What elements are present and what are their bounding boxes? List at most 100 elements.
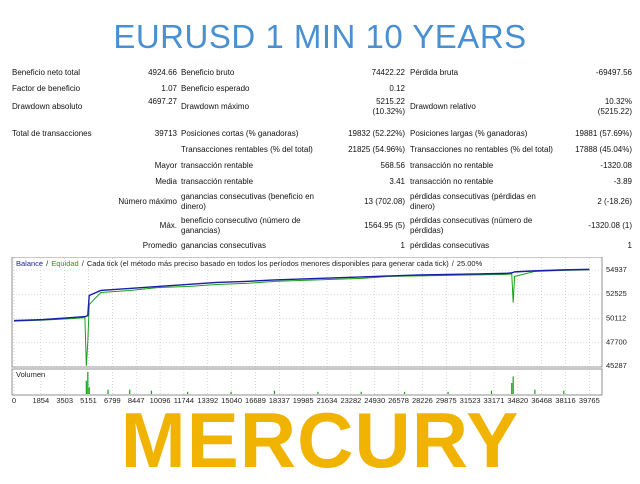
x-tick-label: 24930 (364, 396, 385, 405)
x-tick-label: 0 (12, 396, 16, 405)
detail-name: ganancias consecutivas (beneficio en din… (181, 192, 314, 211)
volume-bar (360, 391, 362, 394)
detail-value: 3.41 (389, 177, 405, 186)
stat-label: Drawdown máximo (181, 102, 250, 111)
x-tick-label: 13392 (197, 396, 218, 405)
x-tick-label: 36468 (531, 396, 552, 405)
x-tick-label: 16689 (245, 396, 266, 405)
detail-name: pérdidas consecutivas (número de pérdida… (410, 216, 533, 235)
y-tick-label: 50112 (606, 313, 626, 322)
x-tick-label: 23282 (340, 396, 361, 405)
y-tick-label: 47700 (606, 338, 627, 347)
volume-panel (11, 368, 603, 396)
stat-value: 4924.66 (148, 68, 177, 77)
stat-label: Posiciones largas (% ganadoras) (410, 129, 528, 138)
volume-bar (107, 389, 109, 394)
page-title: EURUSD 1 MIN 10 YEARS (113, 18, 527, 55)
detail-name: transacción no rentable (410, 177, 494, 186)
stat-value: 17888 (45.04%) (575, 145, 632, 154)
volume-bar (511, 383, 513, 394)
x-tick-label: 3503 (56, 396, 73, 405)
stat-value: 10.32% (5215.22) (597, 97, 632, 116)
volume-bar (150, 390, 153, 394)
detail-label: Número máximo (118, 197, 177, 206)
stat-label: Beneficio esperado (181, 84, 250, 93)
stat-value: 19832 (52.22%) (348, 129, 405, 138)
volume-bar (129, 389, 131, 394)
detail-value: 1 (627, 241, 632, 250)
stat-value: 19881 (57.69%) (575, 129, 632, 138)
x-tick-label: 6799 (104, 396, 121, 405)
volume-bar (187, 391, 189, 394)
stat-value: 1.07 (161, 84, 177, 93)
series-line (13, 268, 590, 322)
legend-separator: / (82, 259, 85, 268)
stat-value: -69497.56 (595, 68, 632, 77)
x-tick-label: 33171 (484, 396, 505, 405)
detail-label: Promedio (142, 241, 177, 250)
x-tick-label: 38116 (555, 396, 575, 405)
legend-separator: / (46, 259, 49, 268)
legend-separator: / (452, 259, 455, 268)
stat-label: Drawdown absoluto (12, 102, 83, 111)
stat-value: 39713 (154, 129, 177, 138)
volume-label: Volumen (16, 370, 45, 379)
detail-label: Máx. (159, 221, 177, 230)
x-tick-label: 8447 (128, 396, 145, 405)
y-tick-label: 45287 (606, 361, 627, 370)
x-tick-label: 5151 (80, 396, 97, 405)
stat-value: 0.12 (389, 84, 405, 93)
stat-value: 21825 (54.96%) (348, 145, 405, 154)
stat-label: Pérdida bruta (410, 68, 459, 77)
legend-entry: Balance (16, 259, 43, 268)
detail-value: 1564.95 (5) (364, 221, 405, 230)
volume-bar (512, 376, 514, 394)
detail-name: ganancias consecutivas (181, 241, 266, 250)
detail-name: transacción no rentable (410, 161, 494, 170)
detail-value: 2 (-18.26) (597, 197, 632, 206)
legend-quality: 25.00% (457, 259, 483, 268)
detail-value: 13 (702.08) (364, 197, 405, 206)
volume-bar (317, 391, 319, 394)
stat-label: Drawdown relativo (410, 102, 476, 111)
volume-bar (404, 391, 406, 394)
legend-entry: Equidad (51, 259, 79, 268)
x-tick-label: 10096 (150, 396, 171, 405)
y-tick-label: 54937 (606, 265, 627, 274)
volume-bar (534, 389, 536, 394)
volume-bar (563, 390, 565, 394)
x-tick-label: 39765 (579, 396, 600, 405)
x-tick-label: 29875 (436, 396, 457, 405)
x-tick-label: 18337 (269, 396, 290, 405)
volume-bar (87, 372, 89, 394)
volume-bar (85, 380, 87, 394)
stat-label: Factor de beneficio (12, 84, 81, 93)
stat-value: 4697.27 (148, 97, 177, 106)
detail-value: -1320.08 (1) (588, 221, 632, 230)
legend-note: Cada tick (el método más preciso basado … (87, 259, 449, 268)
stat-label: Transacciones no rentables (% del total) (410, 145, 553, 154)
detail-value: 1 (400, 241, 405, 250)
stat-value: 5215.22 (10.32%) (372, 97, 405, 116)
detail-value: -3.89 (613, 177, 632, 186)
y-tick-label: 52525 (606, 289, 627, 298)
x-tick-label: 1854 (32, 396, 49, 405)
x-tick-label: 19985 (293, 396, 314, 405)
detail-name: beneficio consecutivo (número de gananci… (181, 216, 301, 235)
detail-value: 568.56 (380, 161, 405, 170)
detail-name: pérdidas consecutivas (410, 241, 490, 250)
detail-name: pérdidas consecutivas (pérdidas en diner… (410, 192, 536, 211)
stat-label: Posiciones cortas (% ganadoras) (181, 129, 299, 138)
x-tick-label: 31523 (460, 396, 481, 405)
volume-bar (490, 390, 493, 394)
volume-bar (230, 391, 232, 394)
volume-bar (447, 391, 449, 394)
report-table: Beneficio neto total 4924.66 Beneficio bru… (12, 68, 632, 250)
stat-label: Beneficio bruto (181, 68, 235, 77)
x-tick-label: 15040 (221, 396, 242, 405)
stat-label: Total de transacciones (12, 129, 92, 138)
series-line (13, 269, 590, 366)
x-tick-label: 26578 (388, 396, 409, 405)
x-tick-label: 21634 (317, 396, 338, 405)
